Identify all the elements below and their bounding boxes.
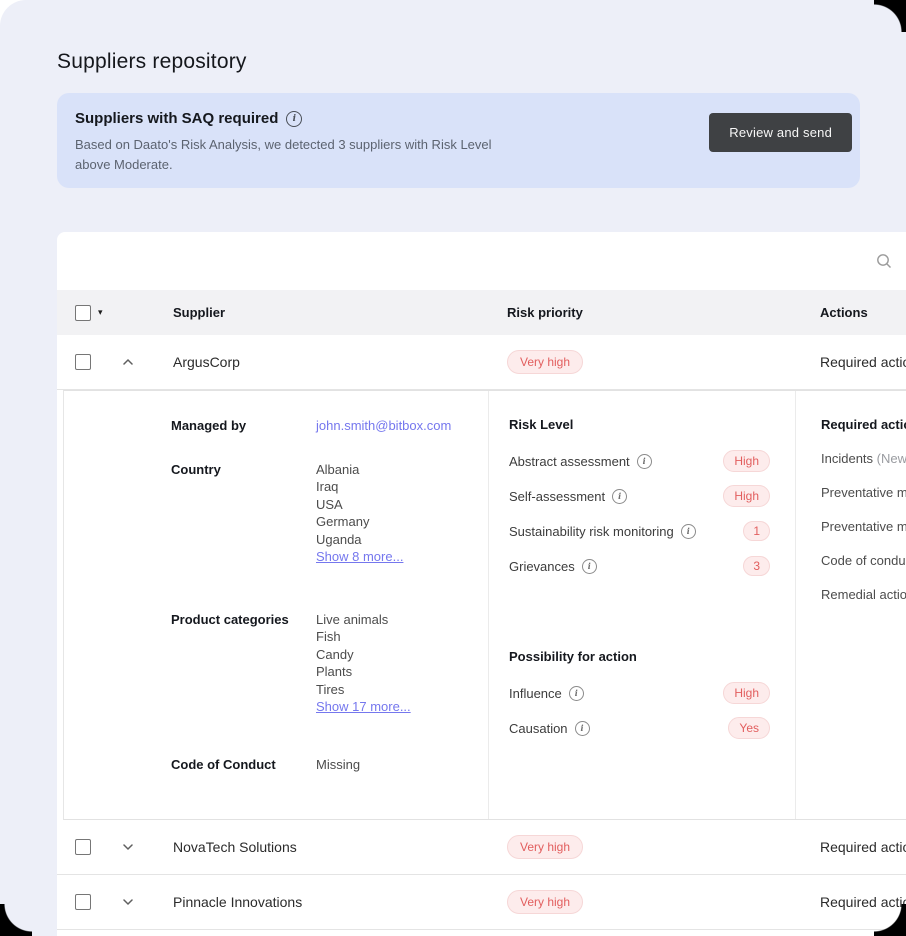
managed-by-email-link[interactable]: john.smith@bitbox.com bbox=[316, 418, 452, 433]
row-action-text: Required actions bbox=[820, 839, 906, 855]
supplier-name: Pinnacle Innovations bbox=[173, 894, 303, 910]
supplier-detail-panel: Managed by john.smith@bitbox.com Country… bbox=[63, 390, 906, 820]
risk-item-label: Self-assessment bbox=[509, 488, 606, 504]
required-actions-title: Required actions bbox=[821, 417, 906, 432]
show-more-products-link[interactable]: Show 17 more... bbox=[316, 699, 411, 714]
table-row[interactable]: ArgusCorp Very high Required actions bbox=[57, 335, 906, 390]
risk-item-badge: High bbox=[723, 450, 770, 472]
risk-item-count-badge: 1 bbox=[743, 521, 770, 541]
possibility-item: Causation i Yes bbox=[509, 717, 770, 739]
info-icon[interactable]: i bbox=[612, 488, 628, 504]
risk-item-badge: High bbox=[723, 485, 770, 507]
risk-item-count-badge: 3 bbox=[743, 556, 770, 576]
row-checkbox[interactable] bbox=[75, 894, 91, 910]
country-value: Iraq bbox=[316, 479, 339, 494]
info-icon[interactable]: i bbox=[581, 558, 597, 574]
code-of-conduct-label: Code of Conduct bbox=[171, 756, 276, 772]
info-icon[interactable]: i bbox=[286, 110, 303, 127]
required-action-item[interactable]: Incidents (New) bbox=[821, 448, 906, 470]
info-icon[interactable]: i bbox=[680, 523, 696, 539]
country-value: USA bbox=[316, 496, 343, 512]
possibility-item-badge: High bbox=[723, 682, 770, 704]
detail-risk-column: Risk Level Abstract assessment i High Se… bbox=[488, 391, 796, 819]
risk-priority-badge: Very high bbox=[507, 890, 584, 914]
required-action-note: (New) bbox=[876, 451, 906, 466]
country-value: Albania bbox=[316, 461, 360, 477]
detail-required-actions-column: Required actions Incidents (New) Prevent… bbox=[796, 391, 906, 819]
product-categories-label: Product categories bbox=[171, 611, 289, 627]
required-action-item[interactable]: Code of conduct bbox=[821, 553, 906, 568]
chevron-down-icon[interactable] bbox=[113, 843, 143, 851]
column-header-risk-priority[interactable]: Risk priority bbox=[507, 305, 583, 320]
row-checkbox[interactable] bbox=[75, 354, 91, 370]
review-and-send-button[interactable]: Review and send bbox=[709, 113, 852, 152]
table-row[interactable]: NovaTech Solutions Very high Required ac… bbox=[57, 820, 906, 875]
supplier-name: NovaTech Solutions bbox=[173, 839, 297, 855]
row-action-text: Required actions bbox=[820, 894, 906, 910]
select-all-checkbox[interactable] bbox=[75, 304, 91, 321]
chevron-up-icon[interactable] bbox=[113, 358, 143, 366]
saq-banner-description: Based on Daato's Risk Analysis, we detec… bbox=[75, 137, 492, 173]
table-header-row: ▾ Supplier Risk priority Actions bbox=[57, 290, 906, 335]
risk-item: Abstract assessment i High bbox=[509, 450, 770, 472]
search-icon[interactable] bbox=[875, 252, 893, 275]
risk-priority-badge: Very high bbox=[507, 835, 584, 859]
column-header-actions[interactable]: Actions bbox=[820, 305, 868, 320]
table-toolbar bbox=[57, 232, 906, 290]
possibility-item-label: Causation bbox=[509, 720, 568, 736]
risk-item-label: Grievances bbox=[509, 558, 575, 574]
supplier-name: ArgusCorp bbox=[173, 354, 240, 370]
product-category-value: Fish bbox=[316, 629, 341, 644]
required-action-item[interactable]: Remedial actions bbox=[821, 587, 906, 602]
product-category-value: Tires bbox=[316, 681, 345, 697]
row-action-text: Required actions bbox=[820, 354, 906, 370]
page-title: Suppliers repository bbox=[57, 50, 247, 74]
column-header-supplier[interactable]: Supplier bbox=[173, 305, 226, 320]
risk-item-label: Abstract assessment bbox=[509, 453, 630, 469]
possibility-item-badge: Yes bbox=[728, 717, 770, 739]
risk-item: Grievances i 3 bbox=[509, 555, 770, 577]
saq-banner-title: Suppliers with SAQ required bbox=[75, 110, 279, 127]
saq-banner: Suppliers with SAQ required i Based on D… bbox=[57, 93, 860, 188]
risk-item: Sustainability risk monitoring i 1 bbox=[509, 520, 770, 542]
risk-priority-badge: Very high bbox=[507, 350, 584, 374]
country-label: Country bbox=[171, 461, 221, 477]
country-value: Germany bbox=[316, 514, 370, 529]
required-action-item[interactable]: Preventative measures bbox=[821, 485, 906, 500]
risk-level-title: Risk Level bbox=[509, 417, 574, 432]
required-action-item[interactable]: Preventative measures bbox=[821, 519, 906, 534]
select-dropdown-caret-icon[interactable]: ▾ bbox=[98, 307, 103, 317]
product-category-value: Plants bbox=[316, 664, 353, 679]
product-category-value: Candy bbox=[316, 646, 354, 662]
row-checkbox[interactable] bbox=[75, 839, 91, 855]
suppliers-table-card: ▾ Supplier Risk priority Actions ArgusCo… bbox=[57, 232, 906, 936]
code-of-conduct-value: Missing bbox=[316, 756, 361, 772]
table-row[interactable]: Pinnacle Innovations Very high Required … bbox=[57, 875, 906, 930]
info-icon[interactable]: i bbox=[574, 720, 590, 736]
possibility-item: Influence i High bbox=[509, 682, 770, 704]
product-category-value: Live animals bbox=[316, 611, 389, 627]
detail-left-column: Managed by john.smith@bitbox.com Country… bbox=[64, 391, 488, 819]
possibility-item-label: Influence bbox=[509, 685, 562, 701]
show-more-countries-link[interactable]: Show 8 more... bbox=[316, 549, 404, 564]
chevron-down-icon[interactable] bbox=[113, 898, 143, 906]
country-value: Uganda bbox=[316, 531, 362, 547]
info-icon[interactable]: i bbox=[636, 453, 652, 469]
managed-by-label: Managed by bbox=[171, 418, 247, 433]
possibility-for-action-title: Possibility for action bbox=[509, 649, 637, 664]
risk-item-label: Sustainability risk monitoring bbox=[509, 523, 674, 539]
info-icon[interactable]: i bbox=[568, 685, 584, 701]
risk-item: Self-assessment i High bbox=[509, 485, 770, 507]
